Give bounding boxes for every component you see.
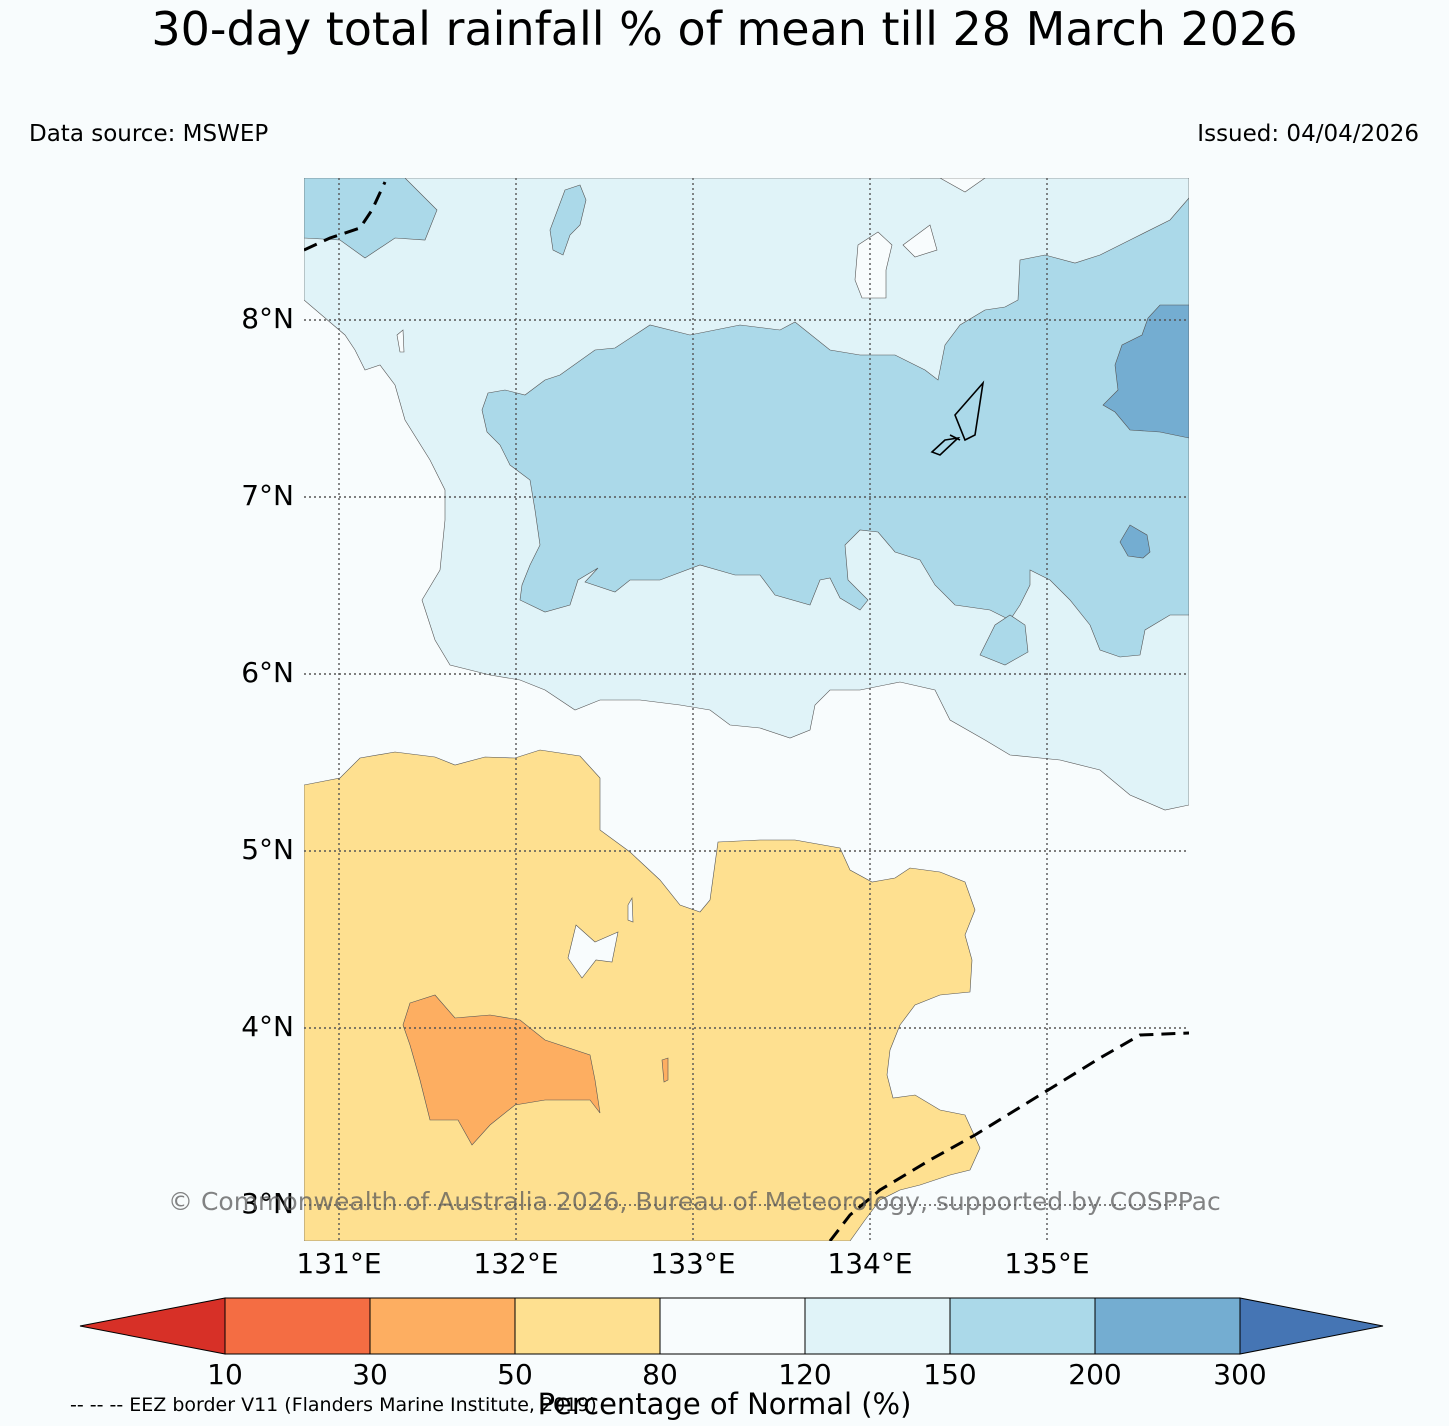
contour-200-300 (1102, 304, 1189, 439)
colorbar-segment (949, 1297, 1096, 1355)
colorbar-label: Percentage of Normal (%) (537, 1387, 912, 1421)
copyright-notice: © Commonwealth of Australia 2026, Bureau… (168, 1187, 1221, 1216)
lat-label: 8°N (241, 302, 294, 335)
lon-label: 132°E (473, 1247, 559, 1280)
colorbar-segment (369, 1297, 516, 1355)
contour-150-200 (304, 178, 438, 259)
lat-label: 3°N (241, 1187, 294, 1220)
lon-label: 131°E (296, 1247, 382, 1280)
colorbar-segment (1094, 1297, 1241, 1355)
contour-white-patch (854, 231, 893, 299)
lat-label: 7°N (241, 479, 294, 512)
lon-label: 135°E (1004, 1247, 1090, 1280)
lat-label: 4°N (241, 1010, 294, 1043)
colorbar-tick: 50 (497, 1358, 533, 1391)
colorbar-tick: 300 (1213, 1358, 1267, 1391)
contour-30-50 (402, 994, 601, 1146)
colorbar-tick: 80 (642, 1358, 678, 1391)
colorbar-segment (659, 1297, 806, 1355)
data-source-label: Data source: MSWEP (29, 121, 269, 147)
colorbar-segment (224, 1297, 371, 1355)
island-outline (930, 380, 985, 456)
colorbar-tick: 150 (923, 1358, 977, 1391)
eez-legend-note: -- -- -- EEZ border V11 (Flanders Marine… (70, 1394, 597, 1416)
lon-label: 133°E (650, 1247, 736, 1280)
contour-white-patch (396, 329, 405, 353)
colorbar-tick: 10 (207, 1358, 243, 1391)
lat-label: 5°N (241, 833, 294, 866)
contour-white-patch (910, 178, 986, 193)
colorbar-tick: 30 (352, 1358, 388, 1391)
contour-150-200 (979, 614, 1029, 666)
colorbar-extend-low (79, 1297, 226, 1355)
colorbar-extend-high (1239, 1297, 1384, 1355)
lat-label: 6°N (241, 656, 294, 689)
contour-200-300 (1119, 524, 1151, 559)
lon-label: 134°E (827, 1247, 913, 1280)
contour-30-50 (661, 1057, 669, 1083)
contour-150-200 (549, 184, 587, 256)
eez-border (828, 1031, 1189, 1241)
eez-border (304, 181, 387, 252)
contour-white-patch (902, 224, 938, 258)
colorbar-tick: 120 (778, 1358, 832, 1391)
colorbar-segment (514, 1297, 661, 1355)
issued-date-label: Issued: 04/04/2026 (1197, 121, 1419, 147)
contour-white-patch (567, 924, 619, 979)
map-title: 30-day total rainfall % of mean till 28 … (151, 2, 1298, 56)
contour-white-patch (627, 896, 634, 923)
colorbar-tick: 200 (1068, 1358, 1122, 1391)
colorbar-segment (804, 1297, 951, 1355)
